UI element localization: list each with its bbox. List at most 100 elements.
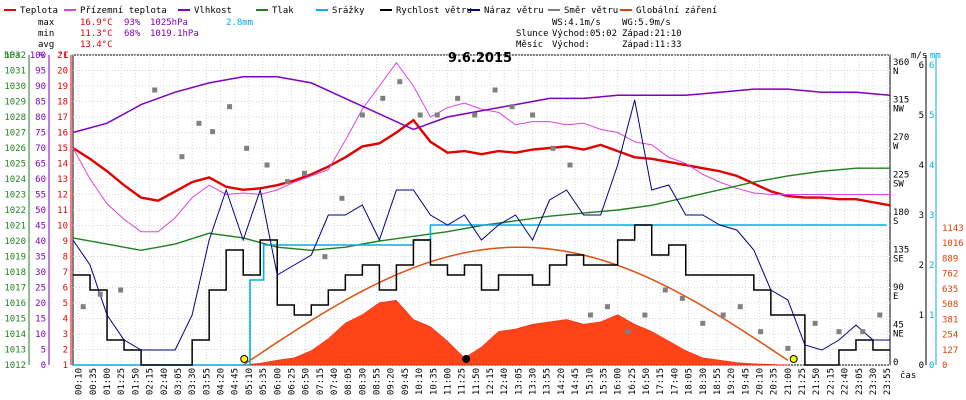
humidity-tick-label: 25 <box>35 284 46 294</box>
rain-tick-label: 0 <box>929 361 934 371</box>
hpa-tick-label: 1021 <box>4 222 26 232</box>
hpa-tick-label: 1014 <box>4 330 26 340</box>
hpa-tick-label: 1026 <box>4 144 26 154</box>
wind-direction-point <box>877 312 883 318</box>
x-tick-label: 06:50 <box>302 368 312 395</box>
wind-direction-point <box>567 162 573 168</box>
wind-direction-point <box>836 329 842 335</box>
hpa-tick-label: 1027 <box>4 129 26 139</box>
x-tick-label: 16:50 <box>642 368 652 395</box>
sunrise-marker <box>240 355 249 363</box>
humidity-tick-label: 40 <box>35 237 46 247</box>
hpa-tick-label: 1024 <box>4 175 26 185</box>
humidity-tick-label: 65 <box>35 160 46 170</box>
x-tick-label: 13:30 <box>529 368 539 395</box>
legend-label: Přízemní teplota <box>80 6 167 16</box>
temperature-tick-label: 9 <box>63 237 68 247</box>
temperature-tick-label: 16 <box>57 129 68 139</box>
wind-dir-deg-label: 315 <box>893 96 909 106</box>
x-tick-label: 23:30 <box>869 368 879 395</box>
x-tick-label: 16:00 <box>614 368 624 395</box>
x-tick-label: 03:05 <box>174 368 184 395</box>
rain-tick-label: 4 <box>929 161 934 171</box>
wind-direction-point <box>97 291 103 297</box>
series-line-vlhkost <box>72 75 891 134</box>
series-line-náraz-větru <box>72 99 890 351</box>
axes-layer: 00:10 00:35 01:00 01:25 01:50 02:15 02:40 03:05… <box>4 51 963 395</box>
wind-direction-point <box>785 345 791 351</box>
temperature-tick-label: 21 <box>57 51 68 61</box>
legend: Teplota Přízemní teplota Vlhkost Tlak Srážky… <box>4 6 717 16</box>
humidity-tick-label: 85 <box>35 98 46 108</box>
wind-dir-name-label: SW <box>893 180 904 190</box>
rain-tick-label: 1 <box>929 311 934 321</box>
temperature-tick-label: 1 <box>63 361 68 371</box>
x-tick-label: 17:40 <box>670 368 680 395</box>
temperature-tick-label: 18 <box>57 98 68 108</box>
temperature-tick-label: 11 <box>57 206 68 216</box>
wind-dir-deg-label: 90 <box>893 283 904 293</box>
axis-unit-rain: mm <box>930 51 941 61</box>
humidity-tick-label: 55 <box>35 191 46 201</box>
temperature-tick-label: 17 <box>57 113 68 123</box>
hpa-tick-label: 1015 <box>4 315 26 325</box>
x-tick-label: 19:45 <box>741 368 751 395</box>
x-tick-label: 15:10 <box>585 368 595 395</box>
wind-direction-point <box>587 312 593 318</box>
x-tick-label: 03:55 <box>202 368 212 395</box>
legend-label: Rychlost větru <box>396 6 472 16</box>
x-tick-label: 22:40 <box>841 368 851 395</box>
stat-max-temp: 16.9°C <box>80 18 113 28</box>
x-tick-label: 07:40 <box>330 368 340 395</box>
stat-max-humidity: 93% <box>124 18 141 28</box>
x-tick-label: 09:20 <box>387 368 397 395</box>
hpa-tick-label: 1031 <box>4 67 26 77</box>
wind-speed-tick-label: 2 <box>919 261 924 271</box>
humidity-tick-label: 10 <box>35 330 46 340</box>
info-sun-label: Slunce <box>516 29 549 39</box>
stat-min-label: min <box>38 29 54 39</box>
wind-direction-point <box>210 129 216 135</box>
legend-label: Vlhkost <box>194 6 232 16</box>
x-tick-label: 22:15 <box>826 368 836 395</box>
radiation-tick-label: 508 <box>942 300 958 310</box>
wind-direction-point <box>642 312 648 318</box>
wind-direction-point <box>179 154 185 160</box>
hpa-tick-label: 1028 <box>4 113 26 123</box>
legend-label: Srážky <box>332 6 365 16</box>
wind-direction-point <box>455 95 461 101</box>
stat-min-pressure: 1019.1hPa <box>150 29 199 39</box>
x-tick-label: 18:30 <box>699 368 709 395</box>
hpa-tick-label: 1029 <box>4 98 26 108</box>
wind-direction-point <box>397 79 403 85</box>
x-tick-label: 05:10 <box>245 368 255 395</box>
wind-dir-name-label: E <box>893 292 898 302</box>
wind-direction-point <box>322 254 328 260</box>
stat-max-label: max <box>38 18 55 28</box>
x-tick-label: 04:45 <box>231 368 241 395</box>
axis-unit-wind: m/s <box>911 51 927 61</box>
x-tick-label: 00:35 <box>89 368 99 395</box>
x-tick-label: 04:20 <box>217 368 227 395</box>
legend-label: Náraz větru <box>484 6 544 16</box>
rain-tick-label: 6 <box>929 61 934 71</box>
radiation-tick-label: 0 <box>942 361 947 371</box>
humidity-tick-label: 95 <box>35 67 46 77</box>
temperature-tick-label: 3 <box>63 330 68 340</box>
hpa-tick-label: 1032 <box>4 51 26 61</box>
axis-unit-temperature: °C <box>58 51 69 61</box>
wind-dir-name-label: N <box>893 67 898 77</box>
x-tick-label: 06:25 <box>287 368 297 395</box>
stat-avg-temp: 13.4°C <box>80 40 113 50</box>
wind-direction-point <box>264 162 270 168</box>
rain-tick-label: 2 <box>929 261 934 271</box>
x-tick-label: 12:15 <box>486 368 496 395</box>
temperature-tick-label: 13 <box>57 175 68 185</box>
info-wg: WG:5.9m/s <box>622 18 671 28</box>
x-tick-label: 00:10 <box>75 368 85 395</box>
info-moon-set: Západ:11:33 <box>622 40 682 50</box>
x-tick-label: 08:05 <box>344 368 354 395</box>
wind-direction-point <box>196 120 202 126</box>
hpa-tick-label: 1019 <box>4 253 26 263</box>
wind-direction-point <box>80 304 86 310</box>
